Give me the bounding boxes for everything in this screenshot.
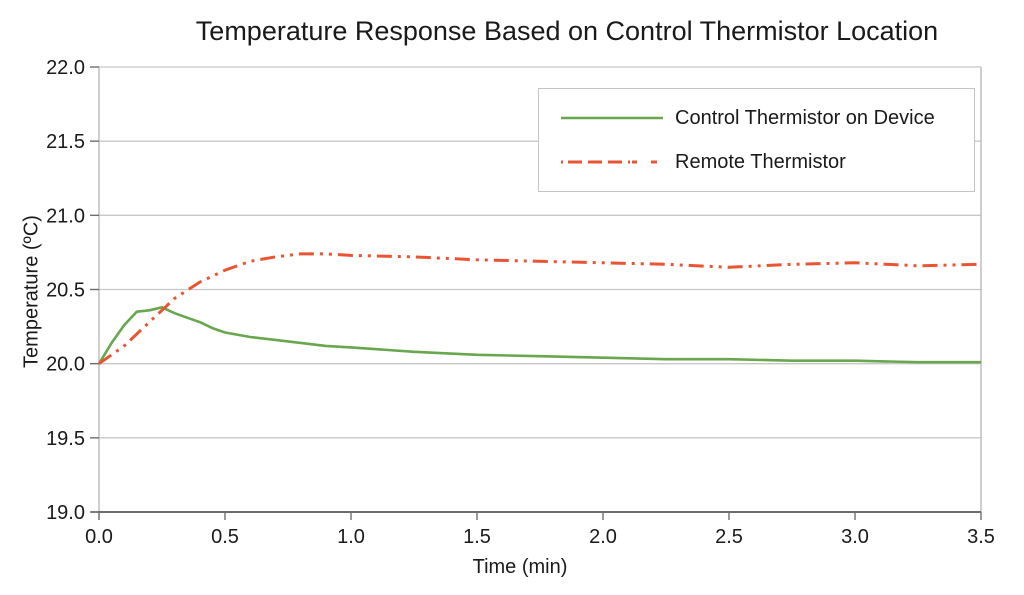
legend-line-sample-dashed (561, 160, 663, 164)
y-tick-label: 21.5 (46, 131, 85, 153)
y-tick-label: 20.0 (46, 354, 85, 376)
chart-legend: Control Thermistor on Device Remote Ther… (538, 88, 975, 192)
x-tick-label: 2.5 (715, 526, 743, 548)
legend-item-remote-thermistor: Remote Thermistor (560, 147, 974, 177)
x-tick-label: 2.0 (589, 526, 617, 548)
y-tick-label: 22.0 (46, 57, 85, 79)
series-line-remote-thermistor (98, 252, 982, 365)
x-tick-label: 0.5 (211, 526, 239, 548)
y-tick-label: 20.5 (46, 280, 85, 302)
x-tick-label: 1.0 (337, 526, 365, 548)
x-tick-label: 3.0 (841, 526, 869, 548)
y-tick-label: 21.0 (46, 205, 85, 227)
legend-label-remote-thermistor: Remote Thermistor (675, 150, 846, 173)
x-axis-label: Time (min) (472, 556, 568, 578)
x-tick-label: 1.5 (463, 526, 491, 548)
y-tick-label: 19.5 (46, 428, 85, 450)
series-line-control-thermistor (97, 305, 981, 365)
x-tick-label: 3.5 (967, 526, 995, 548)
x-tick-label: 0.0 (85, 526, 113, 548)
y-tick-label: 19.0 (46, 502, 85, 524)
legend-label-control-thermistor: Control Thermistor on Device (675, 106, 935, 129)
chart-title: Temperature Response Based on Control Th… (195, 16, 939, 46)
y-axis-label: Temperature (ºC) (20, 215, 43, 368)
legend-line-sample-solid (561, 116, 663, 120)
legend-item-control-thermistor: Control Thermistor on Device (560, 103, 974, 133)
